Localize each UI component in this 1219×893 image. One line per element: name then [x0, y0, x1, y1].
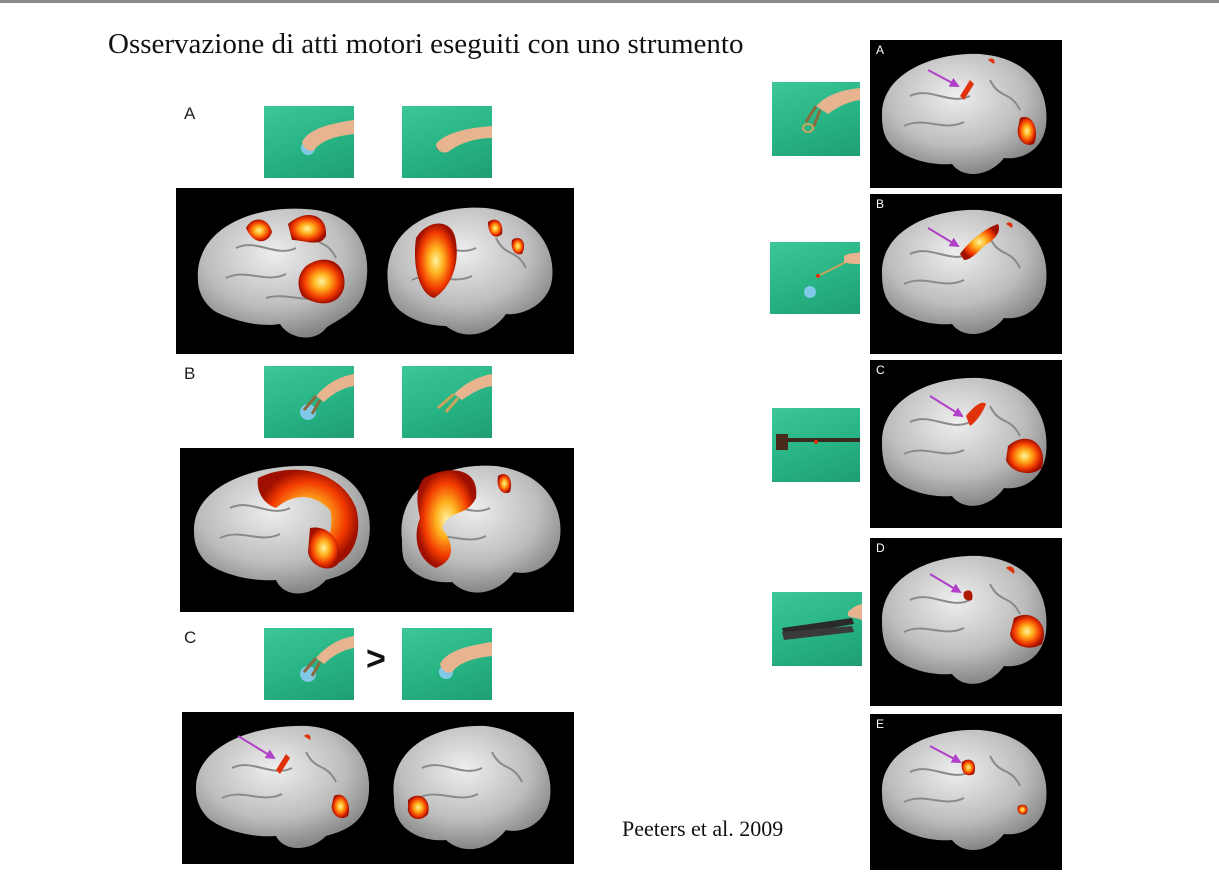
brain-render-panel-a: [176, 188, 574, 354]
stimulus-pliers-grasp-ball: [264, 366, 354, 438]
stimulus-right-c: [772, 408, 860, 482]
stimulus-pliers-grasp-ball-contrast: [264, 628, 354, 700]
brain-right-hemisphere: [401, 465, 561, 593]
right-panel-label-c: C: [876, 363, 885, 377]
brain-render-right-a: A: [870, 40, 1062, 188]
brain-left-hemisphere: [197, 208, 368, 338]
slide-title: Osservazione di atti motori eseguiti con…: [108, 28, 744, 60]
stimulus-right-d: [772, 592, 862, 666]
left-panel-label-b: B: [184, 364, 196, 383]
brain-render-right-d: D: [870, 538, 1062, 706]
right-panel-label-b: B: [876, 197, 885, 211]
brain-render-panel-c: [182, 712, 574, 864]
stimulus-pliers-grasp-small: [402, 366, 492, 438]
stimulus-hand-grasp-small: [402, 106, 492, 178]
brain-render-right-e: E: [870, 714, 1062, 870]
left-panel-label-c: C: [184, 628, 197, 647]
citation: Peeters et al. 2009: [622, 816, 784, 841]
stimulus-right-b: [770, 242, 860, 314]
top-rule: [0, 0, 1219, 3]
brain-render-right-c: C: [870, 360, 1062, 528]
brain-render-panel-b: [180, 448, 574, 612]
brain-right-hemisphere: [393, 725, 551, 850]
brain-left-hemisphere: [195, 725, 370, 848]
brain-render-right-b: B: [870, 194, 1062, 354]
left-panel-label-a: A: [184, 104, 196, 123]
right-panel-label-a: A: [876, 43, 885, 57]
right-panel-label-e: E: [876, 717, 885, 731]
comparison-greater-than: >: [366, 640, 386, 678]
brain-right-hemisphere: [387, 207, 553, 335]
stimulus-right-a: [772, 82, 860, 156]
stimulus-hand-grasp-ball: [264, 106, 354, 178]
brain-left-hemisphere: [193, 465, 370, 594]
stimulus-hand-grasp-ball-contrast: [402, 628, 492, 700]
right-panel-label-d: D: [876, 541, 885, 555]
